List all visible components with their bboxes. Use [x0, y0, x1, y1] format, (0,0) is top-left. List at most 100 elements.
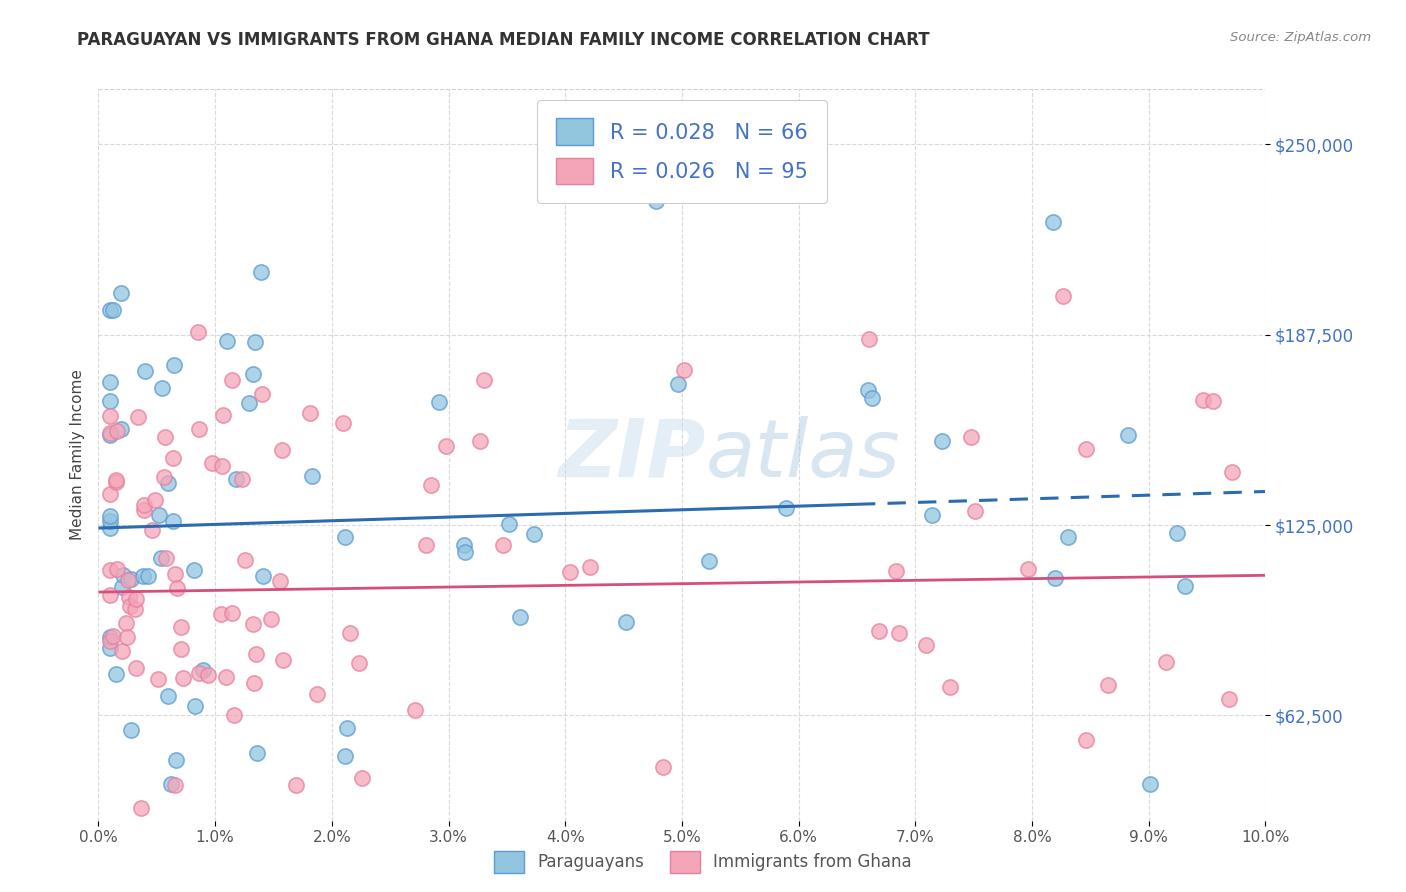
Point [98, 393, 121, 408]
Point [250, 265, 273, 279]
Point [101, 303, 124, 318]
Point [1218, 691, 1240, 706]
Text: Source: ZipAtlas.com: Source: ZipAtlas.com [1230, 31, 1371, 45]
Point [221, 373, 243, 387]
Point [775, 500, 797, 515]
Point [245, 747, 267, 761]
Point [305, 687, 328, 701]
Point [104, 475, 127, 490]
Point [666, 377, 689, 392]
Point [156, 475, 179, 490]
Point [335, 530, 357, 544]
Point [187, 666, 209, 681]
Point [269, 574, 291, 588]
Point [148, 508, 170, 522]
Point [162, 514, 184, 528]
Point [98, 520, 121, 534]
Point [1076, 442, 1098, 457]
Point [231, 472, 253, 486]
Point [125, 592, 148, 607]
Point [188, 422, 211, 436]
Point [125, 661, 148, 675]
Point [509, 610, 531, 624]
Point [1202, 394, 1225, 409]
Point [233, 553, 256, 567]
Point [221, 607, 243, 621]
Point [211, 458, 233, 473]
Point [103, 629, 125, 643]
Point [1220, 465, 1243, 479]
Point [938, 680, 960, 694]
Point [120, 723, 142, 737]
Point [156, 689, 179, 703]
Point [127, 410, 149, 425]
Point [115, 615, 138, 630]
Point [298, 406, 321, 420]
Point [921, 508, 943, 523]
Text: atlas: atlas [706, 416, 900, 494]
Point [856, 383, 879, 397]
Point [578, 560, 600, 574]
Point [98, 409, 121, 423]
Point [111, 580, 134, 594]
Point [110, 286, 132, 301]
Point [1154, 655, 1177, 669]
Point [558, 565, 581, 579]
Point [141, 523, 163, 537]
Point [98, 640, 121, 655]
Point [225, 472, 247, 486]
Point [110, 421, 132, 435]
Point [197, 667, 219, 681]
Point [349, 657, 371, 671]
Point [150, 381, 173, 395]
Point [118, 599, 141, 613]
Point [211, 408, 233, 422]
Point [427, 395, 450, 409]
Point [98, 426, 121, 441]
Point [862, 392, 884, 406]
Point [134, 502, 156, 516]
Point [163, 358, 186, 372]
Point [271, 653, 294, 667]
Point [335, 749, 357, 764]
Point [184, 699, 207, 714]
Point [155, 551, 177, 566]
Point [252, 386, 274, 401]
Point [697, 553, 720, 567]
Point [858, 332, 880, 346]
Point [98, 375, 121, 389]
Point [209, 607, 232, 622]
Point [336, 721, 359, 735]
Point [112, 568, 135, 582]
Point [105, 473, 128, 487]
Point [614, 615, 637, 629]
Point [143, 493, 166, 508]
Point [271, 442, 294, 457]
Point [914, 638, 936, 652]
Point [1174, 579, 1197, 593]
Point [931, 434, 953, 448]
Point [129, 801, 152, 815]
Point [98, 515, 121, 529]
Point [115, 630, 138, 644]
Point [215, 670, 238, 684]
Point [243, 676, 266, 690]
Point [285, 778, 308, 792]
Point [242, 367, 264, 381]
Point [172, 671, 194, 685]
Point [191, 663, 214, 677]
Point [222, 707, 245, 722]
Point [215, 334, 238, 348]
Point [98, 487, 121, 501]
Point [1074, 732, 1097, 747]
Point [162, 451, 184, 466]
Point [420, 477, 443, 491]
Point [454, 545, 477, 559]
Point [301, 469, 323, 483]
Y-axis label: Median Family Income: Median Family Income [69, 369, 84, 541]
Point [242, 617, 264, 632]
Point [105, 424, 128, 438]
Point [98, 508, 121, 523]
Point [1139, 777, 1161, 791]
Point [1057, 530, 1080, 544]
